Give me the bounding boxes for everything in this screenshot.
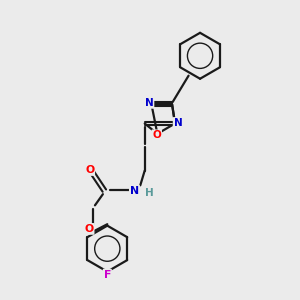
- Text: F: F: [103, 269, 111, 280]
- Text: O: O: [85, 165, 94, 175]
- Text: N: N: [145, 98, 154, 108]
- Text: H: H: [145, 188, 154, 198]
- Text: N: N: [174, 118, 182, 128]
- Text: N: N: [130, 186, 139, 196]
- Text: O: O: [152, 130, 161, 140]
- Text: O: O: [85, 224, 94, 234]
